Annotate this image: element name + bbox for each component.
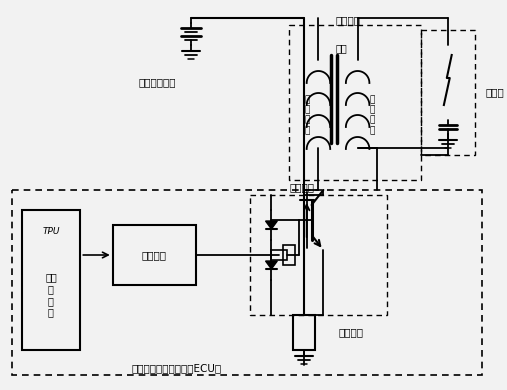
- Text: 驱动电路: 驱动电路: [142, 250, 167, 260]
- Text: 中央
处
理
器: 中央 处 理 器: [45, 273, 57, 317]
- Bar: [271, 250, 287, 260]
- Text: 火花塞: 火花塞: [486, 87, 505, 97]
- Text: 铁芯: 铁芯: [335, 43, 347, 53]
- Text: 初
级
线
圈: 初 级 线 圈: [304, 95, 309, 135]
- Bar: [293, 315, 314, 350]
- Bar: [289, 25, 421, 180]
- Text: TPU: TPU: [42, 227, 60, 236]
- Text: 开关器件: 开关器件: [289, 182, 314, 192]
- Text: 发动机电子控制单元（ECU）: 发动机电子控制单元（ECU）: [131, 363, 222, 373]
- Polygon shape: [266, 261, 277, 269]
- Text: 点火线圈: 点火线圈: [335, 15, 360, 25]
- Bar: [12, 190, 482, 375]
- Bar: [113, 225, 196, 285]
- Bar: [250, 195, 387, 315]
- Text: 车载直流电源: 车载直流电源: [138, 77, 175, 87]
- Bar: [283, 245, 295, 265]
- Bar: [22, 210, 80, 350]
- Text: 采样电阻: 采样电阻: [338, 328, 363, 337]
- Polygon shape: [266, 221, 277, 229]
- Bar: [421, 30, 475, 155]
- Text: 次
级
线
圈: 次 级 线 圈: [370, 95, 375, 135]
